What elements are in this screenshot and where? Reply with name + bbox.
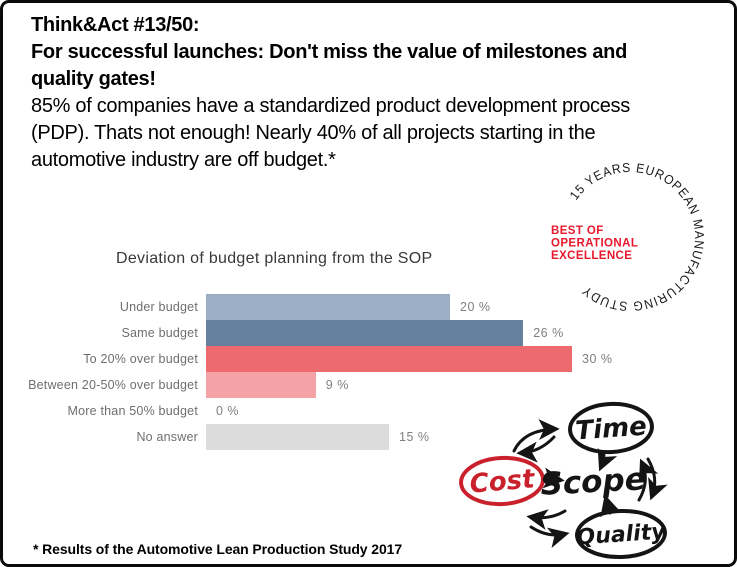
category-label: Under budget <box>119 300 198 314</box>
value-label: 30 % <box>582 352 613 366</box>
category-label: To 20% over budget <box>83 352 198 366</box>
bar-chart: Under budget 20 % Same budget 26 % To 20… <box>3 294 734 450</box>
chart-row: Same budget 26 % <box>3 320 734 346</box>
arrow-right-up <box>637 458 659 502</box>
value-label: 26 % <box>533 326 564 340</box>
chart-row: To 20% over budget 30 % <box>3 346 734 372</box>
chart-row: No answer 15 % <box>3 424 734 450</box>
time-label: Time <box>574 412 647 447</box>
footnote: * Results of the Automotive Lean Product… <box>33 541 403 557</box>
value-label: 9 % <box>325 378 349 392</box>
scope-triangle-diagram: Time Cost Scope Quality <box>459 401 668 560</box>
category-label: More than 50% budget <box>67 404 198 418</box>
chart-title: Deviation of budget planning from the SO… <box>116 250 433 267</box>
headline-line-2: quality gates! <box>31 68 156 90</box>
chart-row: Between 20-50% over budget 9 % <box>3 372 734 398</box>
slide-title: Think&Act #13/50: <box>31 14 200 36</box>
arrow-time-cost-down <box>516 435 556 463</box>
cost-label: Cost <box>468 464 537 500</box>
arrow-cost-quality-right <box>529 525 570 548</box>
value-label: 20 % <box>460 300 491 314</box>
chart-row: Under budget 20 % <box>3 294 734 320</box>
value-label: 0 % <box>216 404 240 418</box>
bar-20-50-over <box>206 372 316 398</box>
category-label: Same budget <box>121 326 198 340</box>
bar-to-20-over <box>206 346 572 372</box>
scope-label: Scope <box>540 461 647 502</box>
badge-center-line-3: EXCELLENCE <box>551 250 632 262</box>
header-text: Think&Act #13/50: For successful launche… <box>31 12 663 174</box>
chart-row: More than 50% budget 0 % <box>3 398 734 424</box>
body-line-1: 85% of companies have a standardized pro… <box>31 95 630 117</box>
arrow-cost-time-up <box>512 419 560 453</box>
badge-center-line-2: OPERATIONAL <box>551 238 638 250</box>
arrow-quality-cost-left <box>526 509 567 530</box>
arrow-quality-to-scope <box>600 494 621 518</box>
bar-under-budget <box>206 294 450 320</box>
body-line-3: automotive industry are off budget.* <box>31 149 336 171</box>
arrow-right-down <box>646 457 668 501</box>
category-label: Between 20-50% over budget <box>28 378 198 392</box>
arrow-time-to-scope <box>597 447 618 472</box>
arrow-cost-to-scope <box>542 467 565 489</box>
headline-line-1: For successful launches: Don't miss the … <box>31 41 628 63</box>
value-label: 15 % <box>399 430 430 444</box>
bar-same-budget <box>206 320 524 346</box>
badge-center-line-1: BEST OF <box>551 225 604 237</box>
body-line-2: (PDP). Thats not enough! Nearly 40% of a… <box>31 122 596 144</box>
study-badge: 15 YEARS EUROPEAN MANUFACTURING STUDY BE… <box>551 160 706 314</box>
category-label: No answer <box>136 430 198 444</box>
bar-no-answer <box>206 424 389 450</box>
